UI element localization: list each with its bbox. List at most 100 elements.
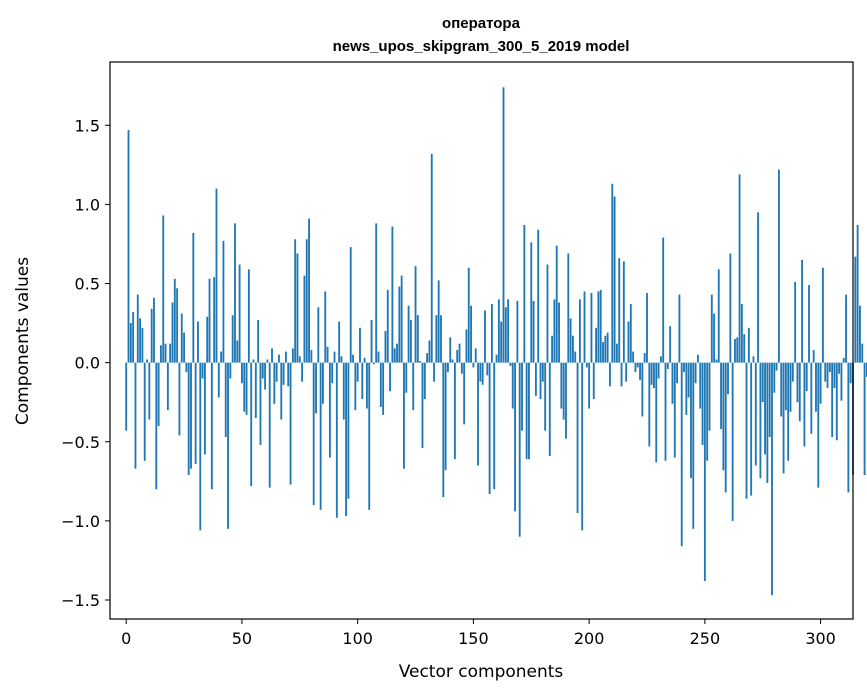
x-tick-label: 0 (121, 629, 131, 648)
bar-85 (322, 362, 324, 404)
bar-154 (481, 362, 484, 385)
bar-245 (692, 362, 695, 529)
bar-50 (241, 362, 243, 384)
x-tick-label: 300 (805, 629, 836, 648)
bar-114 (389, 362, 391, 392)
bar-291 (798, 362, 801, 422)
bar-100 (356, 362, 359, 382)
bar-73 (294, 239, 297, 363)
bar-300 (819, 362, 822, 404)
bar-186 (555, 245, 558, 363)
bar-24 (180, 313, 183, 363)
bar-41 (220, 351, 223, 363)
bar-246 (694, 362, 697, 384)
bar-110 (379, 362, 382, 407)
bar-78 (305, 239, 308, 363)
bar-310 (842, 357, 845, 363)
bar-94 (342, 362, 345, 420)
bar-159 (493, 362, 496, 490)
bar-298 (815, 362, 817, 412)
bar-238 (676, 362, 679, 384)
bar-119 (400, 275, 403, 363)
bar-62 (268, 362, 271, 488)
bar-193 (572, 335, 574, 363)
bar-260 (727, 362, 729, 395)
bar-311 (845, 294, 847, 363)
bar-121 (405, 362, 408, 393)
bar-236 (671, 362, 674, 404)
bar-272 (754, 362, 757, 466)
bar-26 (185, 362, 188, 373)
bar-255 (715, 359, 718, 363)
bar-273 (757, 212, 760, 363)
bar-194 (574, 351, 577, 363)
bar-168 (514, 362, 516, 512)
bar-163 (502, 87, 505, 363)
bar-51 (243, 362, 246, 412)
bar-274 (759, 362, 762, 479)
bar-257 (720, 362, 722, 430)
bar-254 (713, 313, 716, 363)
bar-23 (178, 362, 181, 436)
bar-105 (368, 362, 371, 510)
bar-139 (447, 362, 449, 373)
bar-312 (847, 362, 850, 493)
bar-28 (190, 362, 192, 469)
bar-285 (784, 362, 787, 411)
bar-102 (361, 362, 364, 400)
bar-175 (530, 242, 533, 363)
bar-0 (125, 362, 128, 431)
bar-172 (523, 224, 526, 363)
bar-79 (308, 218, 310, 363)
bar-164 (504, 307, 507, 363)
bar-256 (717, 269, 720, 363)
bar-216 (625, 362, 628, 382)
bar-281 (775, 362, 778, 371)
y-tick-label: 1.5 (75, 116, 100, 135)
bar-250 (703, 362, 706, 582)
bar-233 (664, 362, 667, 461)
bar-224 (643, 353, 646, 363)
bar-276 (764, 362, 766, 455)
bar-88 (328, 362, 331, 458)
bar-197 (581, 362, 584, 531)
bar-192 (569, 318, 572, 363)
bar-125 (414, 266, 417, 363)
bar-120 (403, 362, 405, 469)
bar-150 (472, 362, 475, 368)
bar-86 (324, 291, 327, 363)
bar-303 (826, 362, 829, 388)
bar-202 (592, 362, 595, 400)
bar-108 (375, 223, 378, 363)
x-tick-label: 200 (574, 629, 605, 648)
bar-49 (238, 264, 241, 363)
bar-59 (261, 362, 264, 379)
bar-103 (363, 357, 366, 363)
bar-129 (423, 362, 426, 400)
bar-69 (284, 351, 287, 363)
bar-87 (326, 346, 329, 363)
bar-165 (507, 299, 510, 363)
bar-99 (354, 362, 357, 411)
y-tick-label: −0.5 (61, 433, 100, 452)
bar-52 (245, 362, 248, 415)
bar-153 (479, 362, 482, 382)
bar-6 (139, 318, 142, 363)
bar-84 (319, 362, 322, 510)
bar-230 (657, 362, 660, 379)
bar-240 (680, 362, 683, 547)
bar-228 (653, 362, 655, 388)
bar-142 (453, 362, 456, 460)
bar-320 (865, 362, 867, 377)
bar-98 (352, 354, 354, 363)
bar-152 (477, 362, 479, 466)
bar-5 (136, 294, 139, 363)
bar-2 (129, 323, 132, 363)
bar-55 (252, 359, 255, 363)
bar-208 (606, 332, 609, 363)
bar-113 (386, 289, 389, 363)
bar-253 (710, 294, 713, 363)
bar-309 (840, 362, 843, 401)
